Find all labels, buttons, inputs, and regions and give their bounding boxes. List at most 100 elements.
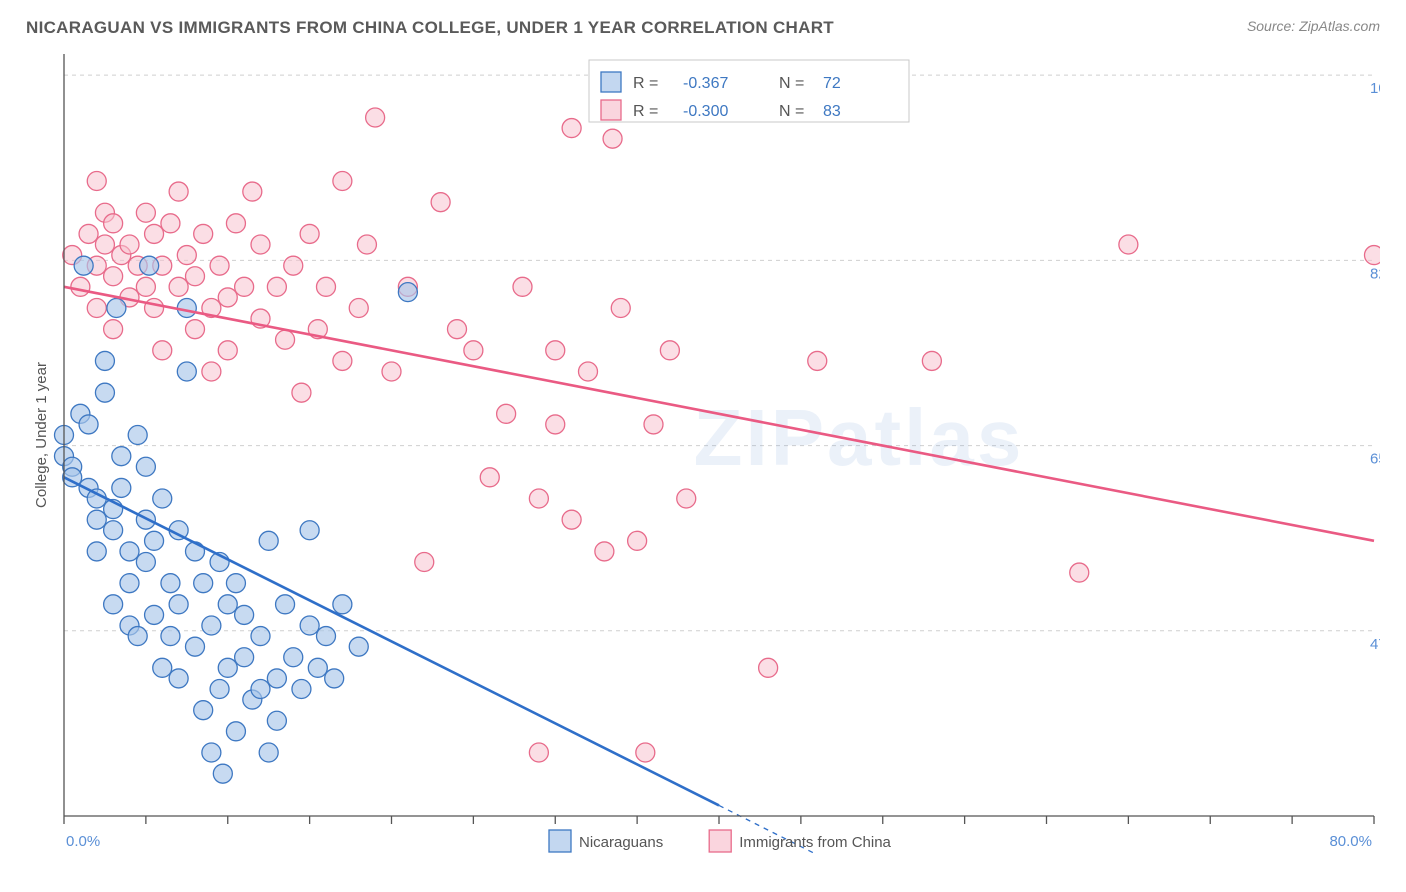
data-point-blue xyxy=(251,627,270,646)
data-point-blue xyxy=(284,648,303,667)
chart-container: 47.5%65.0%82.5%100.0%ZIPatlas0.0%80.0%Co… xyxy=(26,44,1380,854)
data-point-pink xyxy=(464,341,483,360)
data-point-blue xyxy=(112,447,131,466)
data-point-blue xyxy=(213,764,232,783)
data-point-blue xyxy=(107,299,126,318)
data-point-blue xyxy=(169,669,188,688)
y-axis-label: 47.5% xyxy=(1370,636,1380,653)
data-point-pink xyxy=(276,330,295,349)
data-point-blue xyxy=(194,574,213,593)
data-point-blue xyxy=(161,627,180,646)
data-point-blue xyxy=(259,531,278,550)
watermark: ZIPatlas xyxy=(694,393,1025,482)
data-point-blue xyxy=(186,542,205,561)
data-point-pink xyxy=(611,299,630,318)
data-point-blue xyxy=(325,669,344,688)
data-point-blue xyxy=(136,457,155,476)
data-point-pink xyxy=(628,531,647,550)
data-point-blue xyxy=(349,637,368,656)
correlation-scatter-chart: 47.5%65.0%82.5%100.0%ZIPatlas0.0%80.0%Co… xyxy=(26,44,1380,854)
data-point-blue xyxy=(104,595,123,614)
data-point-blue xyxy=(140,256,159,275)
data-point-blue xyxy=(317,627,336,646)
data-point-blue xyxy=(104,521,123,540)
data-point-blue xyxy=(74,256,93,275)
data-point-pink xyxy=(513,277,532,296)
data-point-blue xyxy=(120,542,139,561)
data-point-blue xyxy=(276,595,295,614)
data-point-blue xyxy=(251,680,270,699)
data-point-blue xyxy=(210,680,229,699)
data-point-pink xyxy=(202,362,221,381)
data-point-pink xyxy=(546,415,565,434)
data-point-pink xyxy=(71,277,90,296)
data-point-blue xyxy=(128,426,147,445)
data-point-pink xyxy=(431,193,450,212)
data-point-pink xyxy=(186,320,205,339)
data-point-blue xyxy=(226,574,245,593)
data-point-blue xyxy=(194,701,213,720)
data-point-pink xyxy=(333,351,352,370)
y-axis-label: 82.5% xyxy=(1370,265,1380,282)
data-point-pink xyxy=(1070,563,1089,582)
legend-swatch xyxy=(549,830,571,852)
legend-swatch xyxy=(601,72,621,92)
legend-r-label: R = xyxy=(633,75,658,92)
data-point-pink xyxy=(677,489,696,508)
data-point-pink xyxy=(480,468,499,487)
y-axis-label: 100.0% xyxy=(1370,80,1380,97)
data-point-pink xyxy=(136,277,155,296)
data-point-pink xyxy=(636,743,655,762)
data-point-pink xyxy=(267,277,286,296)
chart-title: NICARAGUAN VS IMMIGRANTS FROM CHINA COLL… xyxy=(26,18,834,38)
data-point-blue xyxy=(202,616,221,635)
data-point-pink xyxy=(87,172,106,191)
data-point-blue xyxy=(186,637,205,656)
data-point-pink xyxy=(562,510,581,529)
data-point-pink xyxy=(104,267,123,286)
data-point-pink xyxy=(153,341,172,360)
data-point-pink xyxy=(415,553,434,572)
data-point-pink xyxy=(546,341,565,360)
data-point-blue xyxy=(112,478,131,497)
legend-r-value: -0.367 xyxy=(683,75,728,92)
data-point-pink xyxy=(922,351,941,370)
data-point-pink xyxy=(808,351,827,370)
legend-n-label: N = xyxy=(779,75,804,92)
data-point-blue xyxy=(153,658,172,677)
data-point-pink xyxy=(145,299,164,318)
data-point-blue xyxy=(136,553,155,572)
legend-r-label: R = xyxy=(633,103,658,120)
data-point-pink xyxy=(136,203,155,222)
data-point-pink xyxy=(660,341,679,360)
data-point-pink xyxy=(186,267,205,286)
data-point-pink xyxy=(759,658,778,677)
data-point-pink xyxy=(382,362,401,381)
data-point-blue xyxy=(300,521,319,540)
data-point-blue xyxy=(120,574,139,593)
data-point-pink xyxy=(349,299,368,318)
data-point-pink xyxy=(104,320,123,339)
data-point-blue xyxy=(235,605,254,624)
data-point-pink xyxy=(603,129,622,148)
data-point-pink xyxy=(357,235,376,254)
data-point-pink xyxy=(161,214,180,233)
data-point-blue xyxy=(226,722,245,741)
data-point-blue xyxy=(398,283,417,302)
data-point-blue xyxy=(87,510,106,529)
data-point-pink xyxy=(210,256,229,275)
data-point-blue xyxy=(259,743,278,762)
data-point-blue xyxy=(177,299,196,318)
data-point-pink xyxy=(300,224,319,243)
data-point-blue xyxy=(267,711,286,730)
data-point-pink xyxy=(218,341,237,360)
data-point-pink xyxy=(284,256,303,275)
data-point-blue xyxy=(169,595,188,614)
data-point-pink xyxy=(497,404,516,423)
data-point-blue xyxy=(95,383,114,402)
data-point-blue xyxy=(128,627,147,646)
x-axis-label: 0.0% xyxy=(66,833,100,850)
data-point-pink xyxy=(292,383,311,402)
data-point-pink xyxy=(529,489,548,508)
trendline-pink xyxy=(64,287,1374,541)
